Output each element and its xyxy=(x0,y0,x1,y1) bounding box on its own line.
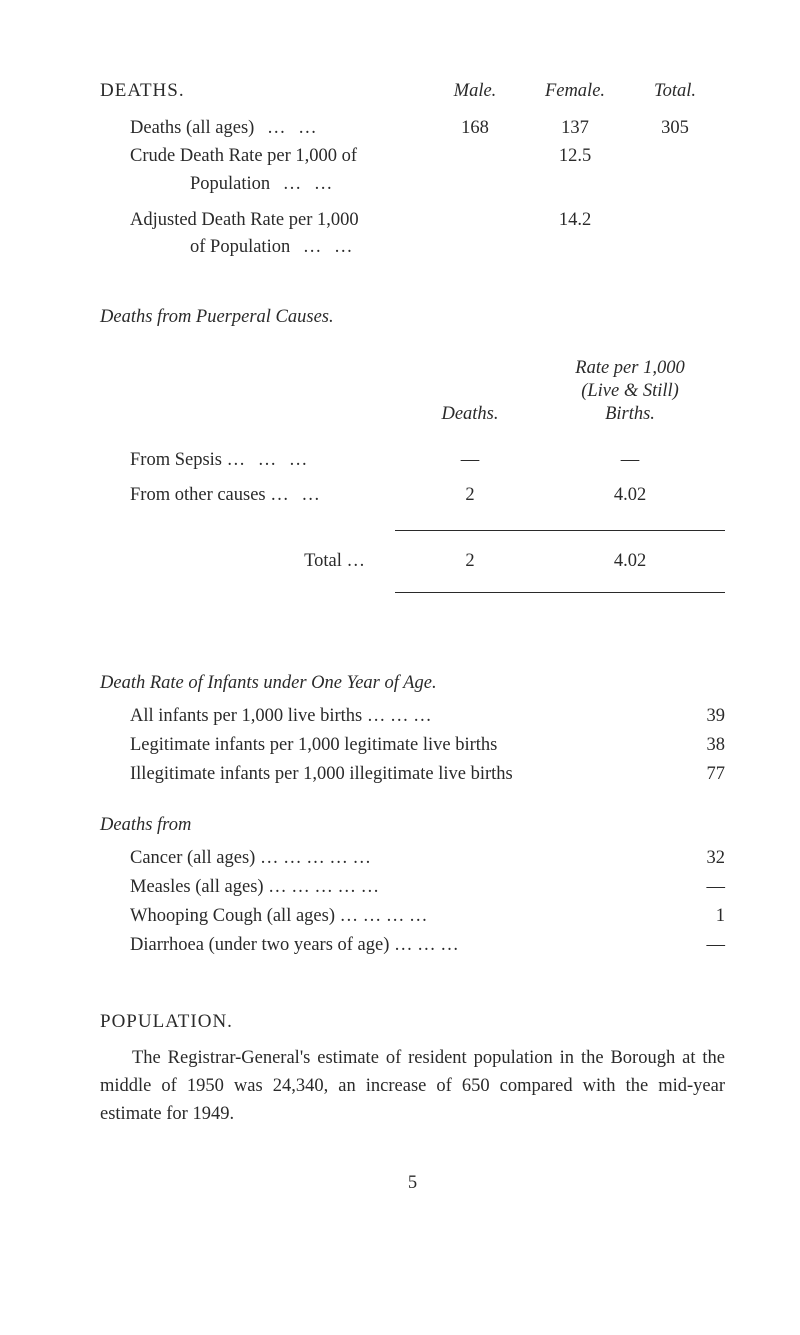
rule xyxy=(100,582,725,603)
row-val: 39 xyxy=(665,706,725,727)
val-rate: 4.02 xyxy=(535,485,725,506)
col-header-rate: Rate per 1,000 xyxy=(535,358,725,379)
puerperal-section: Deaths from Puerperal Causes. Rate per 1… xyxy=(100,307,725,603)
total-label: Total … xyxy=(100,551,405,572)
val-mid: 12.5 xyxy=(525,146,625,167)
deaths-from-row: Whooping Cough (all ages) … … … … 1 xyxy=(100,906,725,927)
infant-row: Legitimate infants per 1,000 legitimate … xyxy=(100,735,725,756)
row-val: 1 xyxy=(665,906,725,927)
puerperal-row: From Sepsis … … … — — xyxy=(100,450,725,471)
page-content: DEATHS. Male. Female. Total. Deaths (all… xyxy=(0,0,800,1234)
row-label: Illegitimate infants per 1,000 illegitim… xyxy=(130,764,665,785)
deaths-row: Adjusted Death Rate per 1,000 of Populat… xyxy=(100,207,725,263)
deaths-row: Crude Death Rate per 1,000 of Population… xyxy=(100,143,725,199)
infant-section: Death Rate of Infants under One Year of … xyxy=(100,673,725,785)
rule xyxy=(100,520,725,541)
row-val: — xyxy=(665,877,725,898)
row-val: 32 xyxy=(665,848,725,869)
deaths-title: DEATHS. xyxy=(100,80,425,102)
row-val: 38 xyxy=(665,735,725,756)
val-rate: — xyxy=(535,450,725,471)
val-mid: 14.2 xyxy=(525,210,625,231)
row-label: Crude Death Rate per 1,000 of Population… xyxy=(100,143,425,199)
row-label: From Sepsis … … … xyxy=(100,450,405,471)
puerperal-header: (Live & Still) xyxy=(100,381,725,402)
col-header-total: Total. xyxy=(625,81,725,102)
col-header-female: Female. xyxy=(525,81,625,102)
total-row: Total … 2 4.02 xyxy=(100,551,725,572)
row-label: Diarrhoea (under two years of age) … … … xyxy=(130,935,665,956)
col-header-male: Male. xyxy=(425,81,525,102)
row-label: Whooping Cough (all ages) … … … … xyxy=(130,906,665,927)
row-label: Deaths (all ages) … … xyxy=(100,118,425,139)
deaths-from-row: Diarrhoea (under two years of age) … … …… xyxy=(100,935,725,956)
population-section: POPULATION. The Registrar-General's esti… xyxy=(100,1011,725,1128)
row-label: Measles (all ages) … … … … … xyxy=(130,877,665,898)
row-label: All infants per 1,000 live births … … … xyxy=(130,706,665,727)
val-deaths: — xyxy=(405,450,535,471)
infant-title: Death Rate of Infants under One Year of … xyxy=(100,673,725,694)
puerperal-row: From other causes … … 2 4.02 xyxy=(100,485,725,506)
deaths-from-title: Deaths from xyxy=(100,815,725,836)
val-female: 137 xyxy=(525,118,625,139)
val-rate: 4.02 xyxy=(535,551,725,572)
row-label: Cancer (all ages) … … … … … xyxy=(130,848,665,869)
puerperal-header: Rate per 1,000 xyxy=(100,358,725,379)
val-total: 305 xyxy=(625,118,725,139)
row-label: From other causes … … xyxy=(100,485,405,506)
val-male: 168 xyxy=(425,118,525,139)
col-header-live: (Live & Still) xyxy=(535,381,725,402)
row-val: 77 xyxy=(665,764,725,785)
col-header-deaths: Deaths. xyxy=(405,404,535,425)
col-header-births: Births. xyxy=(535,404,725,425)
val-deaths: 2 xyxy=(405,485,535,506)
row-val: — xyxy=(665,935,725,956)
deaths-from-row: Measles (all ages) … … … … … — xyxy=(100,877,725,898)
puerperal-header: Deaths. Births. xyxy=(100,404,725,425)
infant-row: Illegitimate infants per 1,000 illegitim… xyxy=(100,764,725,785)
row-label: Legitimate infants per 1,000 legitimate … xyxy=(130,735,665,756)
row-label: Adjusted Death Rate per 1,000 of Populat… xyxy=(100,207,425,263)
deaths-header-row: DEATHS. Male. Female. Total. xyxy=(100,80,725,102)
population-text: The Registrar-General's estimate of resi… xyxy=(100,1045,725,1128)
deaths-row: Deaths (all ages) … … 168 137 305 xyxy=(100,118,725,139)
population-title: POPULATION. xyxy=(100,1011,725,1033)
deaths-from-row: Cancer (all ages) … … … … … 32 xyxy=(100,848,725,869)
puerperal-title: Deaths from Puerperal Causes. xyxy=(100,307,725,328)
page-number: 5 xyxy=(100,1173,725,1194)
val-deaths: 2 xyxy=(405,551,535,572)
infant-row: All infants per 1,000 live births … … … … xyxy=(100,706,725,727)
